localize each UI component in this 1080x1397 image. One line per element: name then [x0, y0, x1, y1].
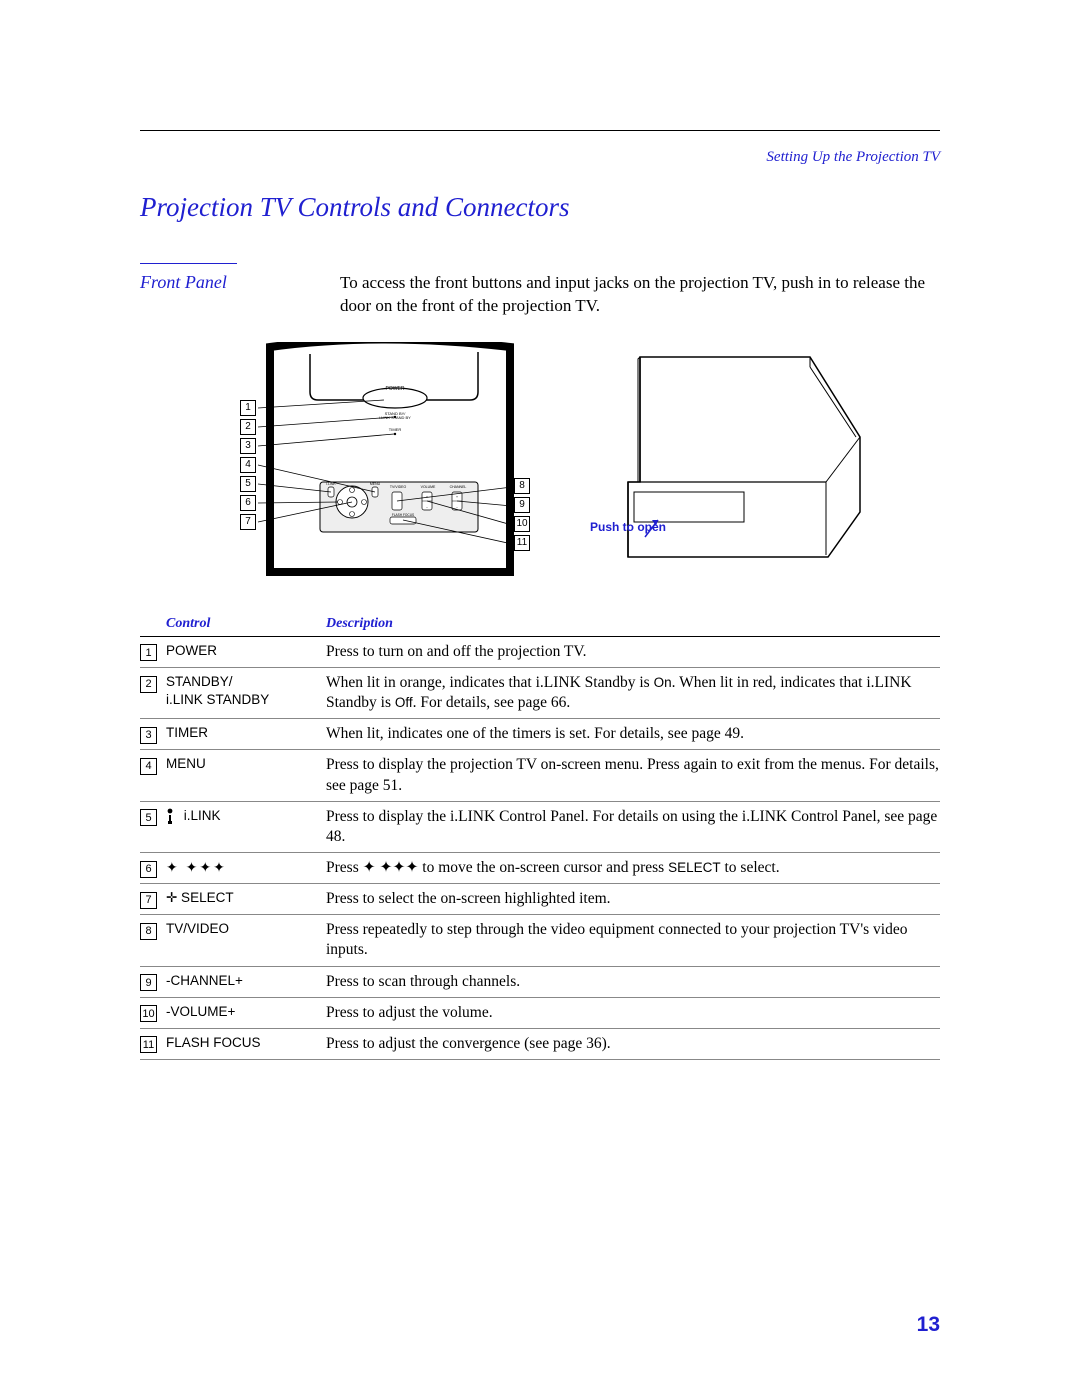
control-description: When lit in orange, indicates that i.LIN…: [326, 673, 940, 713]
manual-page: Setting Up the Projection TV Projection …: [0, 0, 1080, 1397]
callout-10: 10: [514, 516, 530, 532]
svg-text:TV/VIDEO: TV/VIDEO: [390, 485, 407, 489]
row-number-cell: 2: [140, 673, 166, 693]
intro-text: To access the front buttons and input ja…: [340, 272, 940, 318]
table-row: 2 STANDBY/i.LINK STANDBYWhen lit in orang…: [140, 668, 940, 719]
control-name: TIMER: [166, 724, 326, 742]
tv-side-diagram: Push to open: [580, 342, 880, 582]
section-rule: [140, 263, 237, 264]
table-row: 11 FLASH FOCUSPress to adjust the converg…: [140, 1029, 940, 1060]
table-row: 6 ✦ ✦✦✦Press ✦ ✦✦✦ to move the on-screen …: [140, 853, 940, 884]
breadcrumb: Setting Up the Projection TV: [140, 149, 940, 166]
front-panel-diagram: POWER STAND BY/ i.LINK STAND BY TIMER: [180, 342, 550, 582]
svg-text:MENU: MENU: [370, 482, 381, 486]
table-body: 1 POWERPress to turn on and off the proje…: [140, 637, 940, 1060]
control-description: Press to scan through channels.: [326, 972, 940, 992]
row-number-box: 10: [140, 1005, 157, 1022]
svg-text:FLASH FOCUS: FLASH FOCUS: [392, 513, 414, 517]
control-name: i.LINK: [166, 807, 326, 825]
callout-6: 6: [240, 495, 256, 511]
svg-text:VOLUME: VOLUME: [421, 485, 436, 489]
callouts-left: 1 2 3 4 5 6 7: [240, 400, 256, 530]
callouts-right: 8 9 10 11: [514, 478, 530, 551]
row-number-cell: 1: [140, 642, 166, 662]
row-number-box: 4: [140, 758, 157, 775]
control-name: ✦ ✦✦✦: [166, 858, 326, 877]
row-number-cell: 7: [140, 889, 166, 909]
control-name: MENU: [166, 755, 326, 773]
table-row: 1 POWERPress to turn on and off the proje…: [140, 637, 940, 668]
row-number-cell: 6: [140, 858, 166, 878]
row-number-cell: 11: [140, 1034, 166, 1054]
control-description: Press to turn on and off the projection …: [326, 642, 940, 662]
svg-text:CHANNEL: CHANNEL: [450, 485, 467, 489]
subheading: Front Panel: [140, 272, 330, 318]
control-description: Press to adjust the convergence (see pag…: [326, 1034, 940, 1054]
front-panel-svg: POWER STAND BY/ i.LINK STAND BY TIMER: [180, 342, 550, 582]
control-description: Press to display the i.LINK Control Pane…: [326, 807, 940, 847]
row-number-box: 5: [140, 809, 157, 826]
control-description: Press ✦ ✦✦✦ to move the on-screen cursor…: [326, 858, 940, 878]
row-number-cell: 10: [140, 1003, 166, 1023]
table-row: 3 TIMERWhen lit, indicates one of the tim…: [140, 719, 940, 750]
control-name: -VOLUME+: [166, 1003, 326, 1021]
row-number-box: 6: [140, 861, 157, 878]
callout-8: 8: [514, 478, 530, 494]
top-rule: [140, 130, 940, 131]
control-name: ✛ SELECT: [166, 889, 326, 907]
tv-side-svg: [580, 342, 880, 582]
row-number-box: 8: [140, 923, 157, 940]
diagram-area: POWER STAND BY/ i.LINK STAND BY TIMER: [140, 342, 940, 582]
row-number-cell: 4: [140, 755, 166, 775]
controls-table: Control Description 1 POWERPress to turn …: [140, 612, 940, 1060]
control-description: Press repeatedly to step through the vid…: [326, 920, 940, 960]
page-number: 13: [917, 1313, 940, 1337]
th-control: Control: [166, 616, 326, 632]
callout-11: 11: [514, 535, 530, 551]
callout-9: 9: [514, 497, 530, 513]
table-header: Control Description: [140, 612, 940, 637]
row-number-cell: 5: [140, 807, 166, 827]
row-number-cell: 3: [140, 724, 166, 744]
callout-5: 5: [240, 476, 256, 492]
push-to-open-label: Push to open: [590, 520, 666, 534]
callout-7: 7: [240, 514, 256, 530]
control-description: Press to display the projection TV on-sc…: [326, 755, 940, 795]
row-number-box: 3: [140, 727, 157, 744]
callout-3: 3: [240, 438, 256, 454]
page-title: Projection TV Controls and Connectors: [140, 192, 940, 223]
table-row: 4 MENUPress to display the projection TV …: [140, 750, 940, 801]
table-row: 10 -VOLUME+Press to adjust the volume.: [140, 998, 940, 1029]
control-description: Press to adjust the volume.: [326, 1003, 940, 1023]
row-number-cell: 8: [140, 920, 166, 940]
callout-1: 1: [240, 400, 256, 416]
control-name: -CHANNEL+: [166, 972, 326, 990]
control-name: POWER: [166, 642, 326, 660]
th-description: Description: [326, 616, 940, 632]
row-number-box: 1: [140, 644, 157, 661]
callout-4: 4: [240, 457, 256, 473]
control-description: Press to select the on-screen highlighte…: [326, 889, 940, 909]
table-row: 7 ✛ SELECTPress to select the on-screen h…: [140, 884, 940, 915]
svg-text:TIMER: TIMER: [389, 427, 402, 432]
table-row: 5 i.LINKPress to display the i.LINK Cont…: [140, 802, 940, 853]
table-row: 9 -CHANNEL+Press to scan through channels…: [140, 967, 940, 998]
callout-2: 2: [240, 419, 256, 435]
row-number-cell: 9: [140, 972, 166, 992]
row-number-box: 2: [140, 676, 157, 693]
control-name: FLASH FOCUS: [166, 1034, 326, 1052]
row-number-box: 11: [140, 1036, 157, 1053]
table-row: 8 TV/VIDEOPress repeatedly to step throug…: [140, 915, 940, 966]
control-name: STANDBY/i.LINK STANDBY: [166, 673, 326, 709]
row-number-box: 9: [140, 974, 157, 991]
row-number-box: 7: [140, 892, 157, 909]
control-description: When lit, indicates one of the timers is…: [326, 724, 940, 744]
svg-text:POWER: POWER: [386, 386, 405, 392]
intro-row: Front Panel To access the front buttons …: [140, 272, 940, 318]
control-name: TV/VIDEO: [166, 920, 326, 938]
